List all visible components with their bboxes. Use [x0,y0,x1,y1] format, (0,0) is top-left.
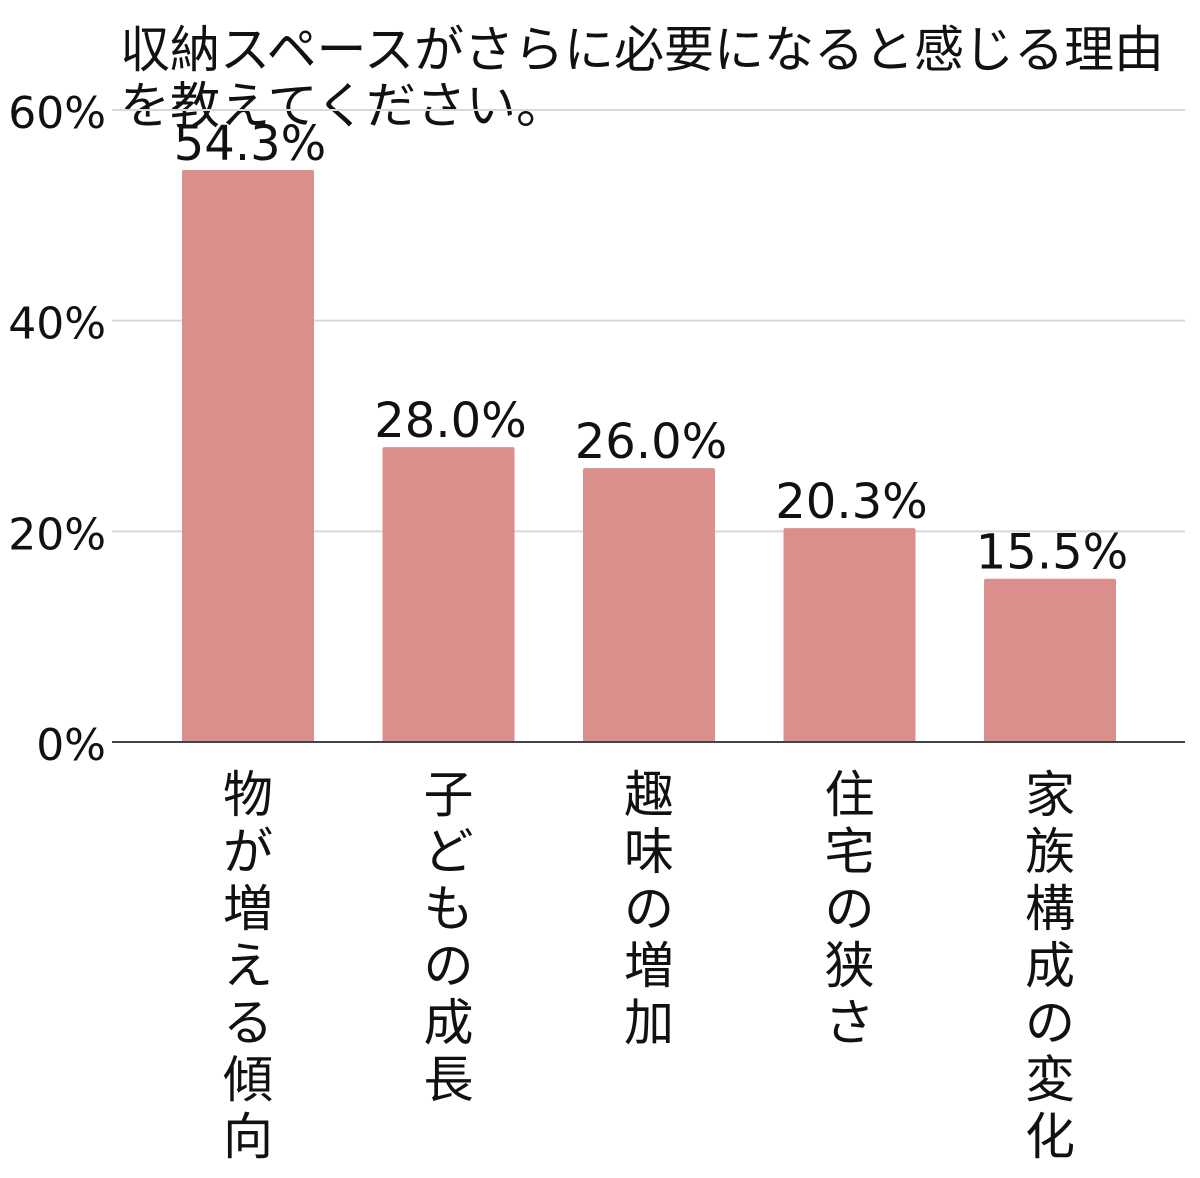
y-tick-label: 60% [8,88,106,139]
chart-title: 収納スペースがさらに必要になると感じる理由を教えてください。 [120,21,1164,135]
x-tick-label: 住宅の狭さ [825,766,875,1052]
x-tick-label: 物が増える傾向 [223,766,273,1166]
bar [984,578,1116,742]
x-tick-label: 趣味の増加 [624,766,674,1052]
y-tick-label: 40% [8,299,106,350]
x-tick-label: 子どもの成長 [424,766,474,1109]
bar [583,468,715,742]
y-tick-label: 0% [36,720,106,771]
data-label: 26.0% [575,414,727,470]
bar [783,528,916,742]
data-label: 28.0% [374,393,526,449]
data-label: 54.3% [174,116,326,172]
x-tick-label: 家族構成の変化 [1025,766,1075,1166]
data-label: 15.5% [976,525,1128,581]
y-tick-label: 20% [8,509,106,560]
bar [182,170,314,743]
bar [382,447,515,742]
data-label: 20.3% [775,474,927,530]
